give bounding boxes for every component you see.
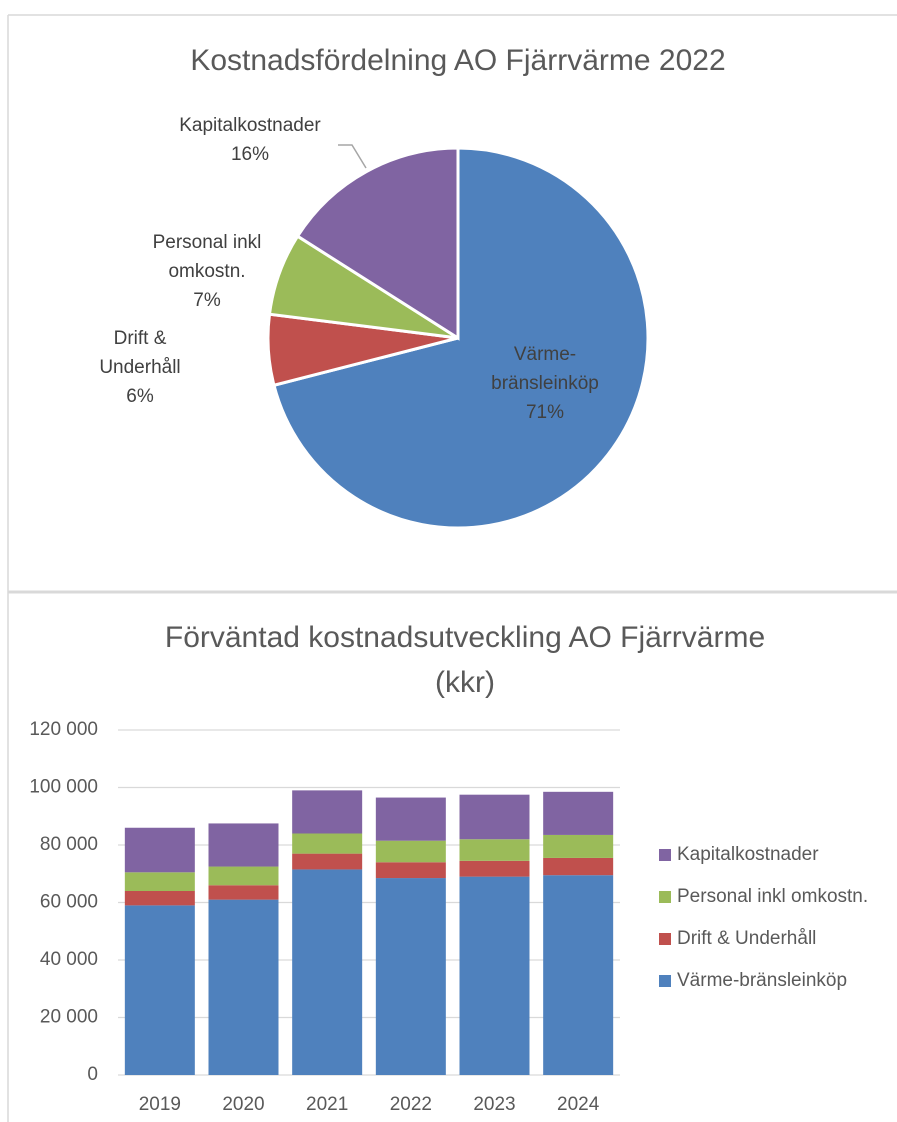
bar-segment <box>208 823 279 867</box>
slice-label: Drift & Underhåll <box>99 328 181 378</box>
bar-segment <box>543 857 614 876</box>
bar-segment <box>292 790 363 834</box>
legend-swatch <box>659 975 671 987</box>
slice-value-label: 16% <box>230 144 270 165</box>
bar-segment <box>375 862 446 879</box>
bar-segment <box>292 833 363 854</box>
bar-segment <box>208 885 279 900</box>
bar-segment <box>208 899 279 1075</box>
bar-segment <box>459 794 530 840</box>
pie-slice <box>272 146 650 530</box>
x-tick-label: 2022 <box>390 1094 432 1115</box>
bar-segment <box>375 840 446 863</box>
legend-label: Drift & Underhåll <box>677 928 816 949</box>
bar-segment <box>124 891 195 906</box>
bar-segment <box>543 791 614 835</box>
x-tick-label: 2021 <box>306 1094 348 1115</box>
bar-segment <box>124 905 195 1075</box>
bar-segment <box>543 834 614 858</box>
slice-label: Värme-bränsleinköp <box>491 344 599 394</box>
y-tick-label: 120 000 <box>29 719 98 740</box>
y-tick-label: 20 000 <box>40 1007 98 1028</box>
slice-value-label: 71% <box>525 402 565 423</box>
bar-segment <box>543 875 614 1075</box>
x-tick-label: 2024 <box>557 1094 600 1115</box>
legend-label: Värme-bränsleinköp <box>677 970 847 991</box>
y-tick-label: 60 000 <box>40 892 98 913</box>
x-tick-label: 2020 <box>222 1094 264 1115</box>
bar-segment <box>292 853 363 870</box>
bar-segment <box>459 839 530 861</box>
bar-segment <box>459 876 530 1075</box>
x-tick-label: 2023 <box>473 1094 515 1115</box>
legend-swatch <box>659 891 671 903</box>
pie-slice <box>295 146 460 341</box>
slice-value-label: 6% <box>126 386 154 407</box>
legend-label: Kapitalkostnader <box>677 844 819 865</box>
bar-segment <box>124 827 195 873</box>
y-tick-label: 80 000 <box>40 834 98 855</box>
y-tick-label: 40 000 <box>40 949 98 970</box>
bar-segment <box>208 866 279 886</box>
leader-line <box>338 144 367 169</box>
pie-title: Kostnadsfördelning AO Fjärrvärme 2022 <box>190 44 726 77</box>
slice-label: Kapitalkostnader <box>179 115 321 136</box>
y-tick-label: 100 000 <box>29 777 98 798</box>
legend-label: Personal inkl omkostn. <box>677 886 868 907</box>
legend-swatch <box>659 849 671 861</box>
x-tick-label: 2019 <box>139 1094 181 1115</box>
bar-segment <box>459 860 530 877</box>
y-tick-label: 0 <box>87 1064 98 1085</box>
bar-segment <box>375 878 446 1075</box>
bar-segment <box>292 869 363 1075</box>
slice-label: Personal inkl omkostn. <box>152 232 262 282</box>
legend-swatch <box>659 933 671 945</box>
bar-segment <box>124 872 195 891</box>
bar-title: Förväntad kostnadsutveckling AO Fjärrvär… <box>164 621 766 699</box>
slice-value-label: 7% <box>193 290 221 311</box>
bar-segment <box>375 797 446 841</box>
